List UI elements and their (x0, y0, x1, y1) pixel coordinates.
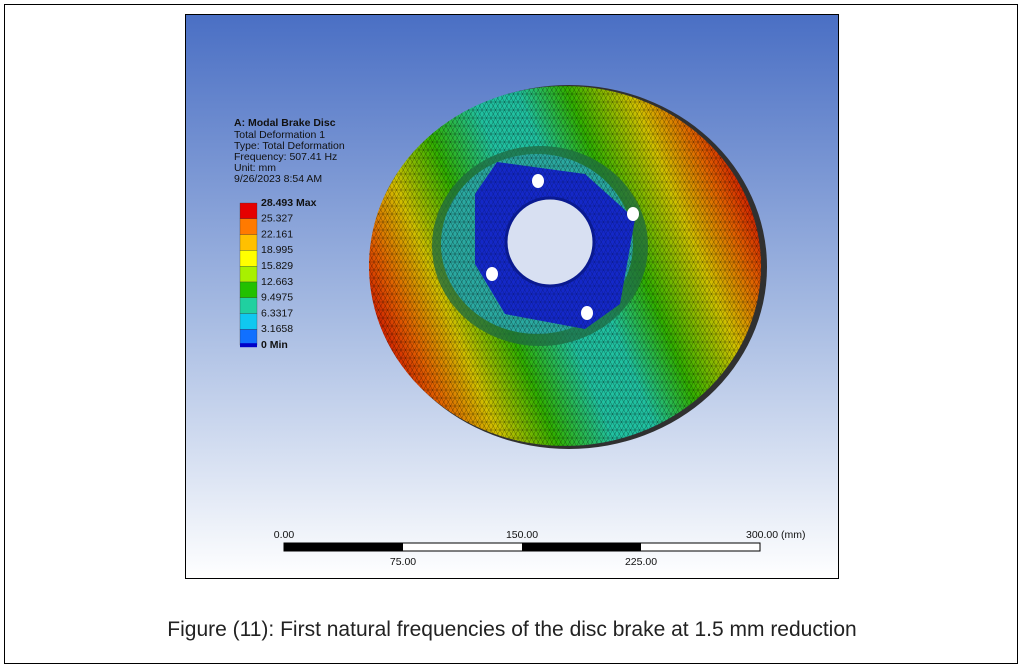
color-box (239, 313, 258, 330)
legend-line: Frequency: 507.41 Hz (234, 151, 337, 163)
legend-line: Total Deformation 1 (234, 129, 325, 141)
scale-label: 0.00 (274, 529, 295, 541)
color-box (239, 281, 258, 298)
color-box (239, 218, 258, 235)
legend-title: A: Modal Brake Disc (234, 117, 336, 129)
legend-line: Type: Total Deformation (234, 140, 345, 152)
scale-label: 150.00 (506, 529, 538, 541)
caption: Figure (11): First natural frequencies o… (167, 618, 857, 641)
legend-level: 25.327 (261, 213, 293, 225)
color-box (239, 250, 258, 267)
color-box (239, 202, 258, 219)
color-box (239, 329, 258, 346)
figure-frame (4, 4, 1018, 664)
brake-disc (369, 85, 767, 449)
color-box (239, 234, 258, 251)
legend-level: 6.3317 (261, 307, 293, 319)
color-box (239, 297, 258, 314)
scale-label: 300.00 (mm) (746, 529, 806, 541)
scale-label: 225.00 (625, 556, 657, 568)
simulation-screenshot: A: Modal Brake Disc Total Deformation 1T… (185, 14, 839, 579)
legend-level: 22.161 (261, 228, 293, 240)
legend-level: 12.663 (261, 276, 293, 288)
scale-label: 75.00 (390, 556, 416, 568)
legend-level: 9.4975 (261, 292, 293, 304)
legend-line: Unit: mm (234, 162, 276, 174)
color-box (240, 343, 257, 348)
legend-level: 18.995 (261, 244, 293, 256)
legend-level: 3.1658 (261, 323, 293, 335)
scale-bar: 0.00 150.00 300.00 (mm) 75.00 225.00 (274, 529, 806, 568)
legend-level: 28.493 Max (261, 197, 317, 209)
color-box (239, 266, 258, 283)
legend-level: 15.829 (261, 260, 293, 272)
legend-level: 0 Min (261, 339, 288, 351)
legend-line: 9/26/2023 8:54 AM (234, 173, 322, 185)
